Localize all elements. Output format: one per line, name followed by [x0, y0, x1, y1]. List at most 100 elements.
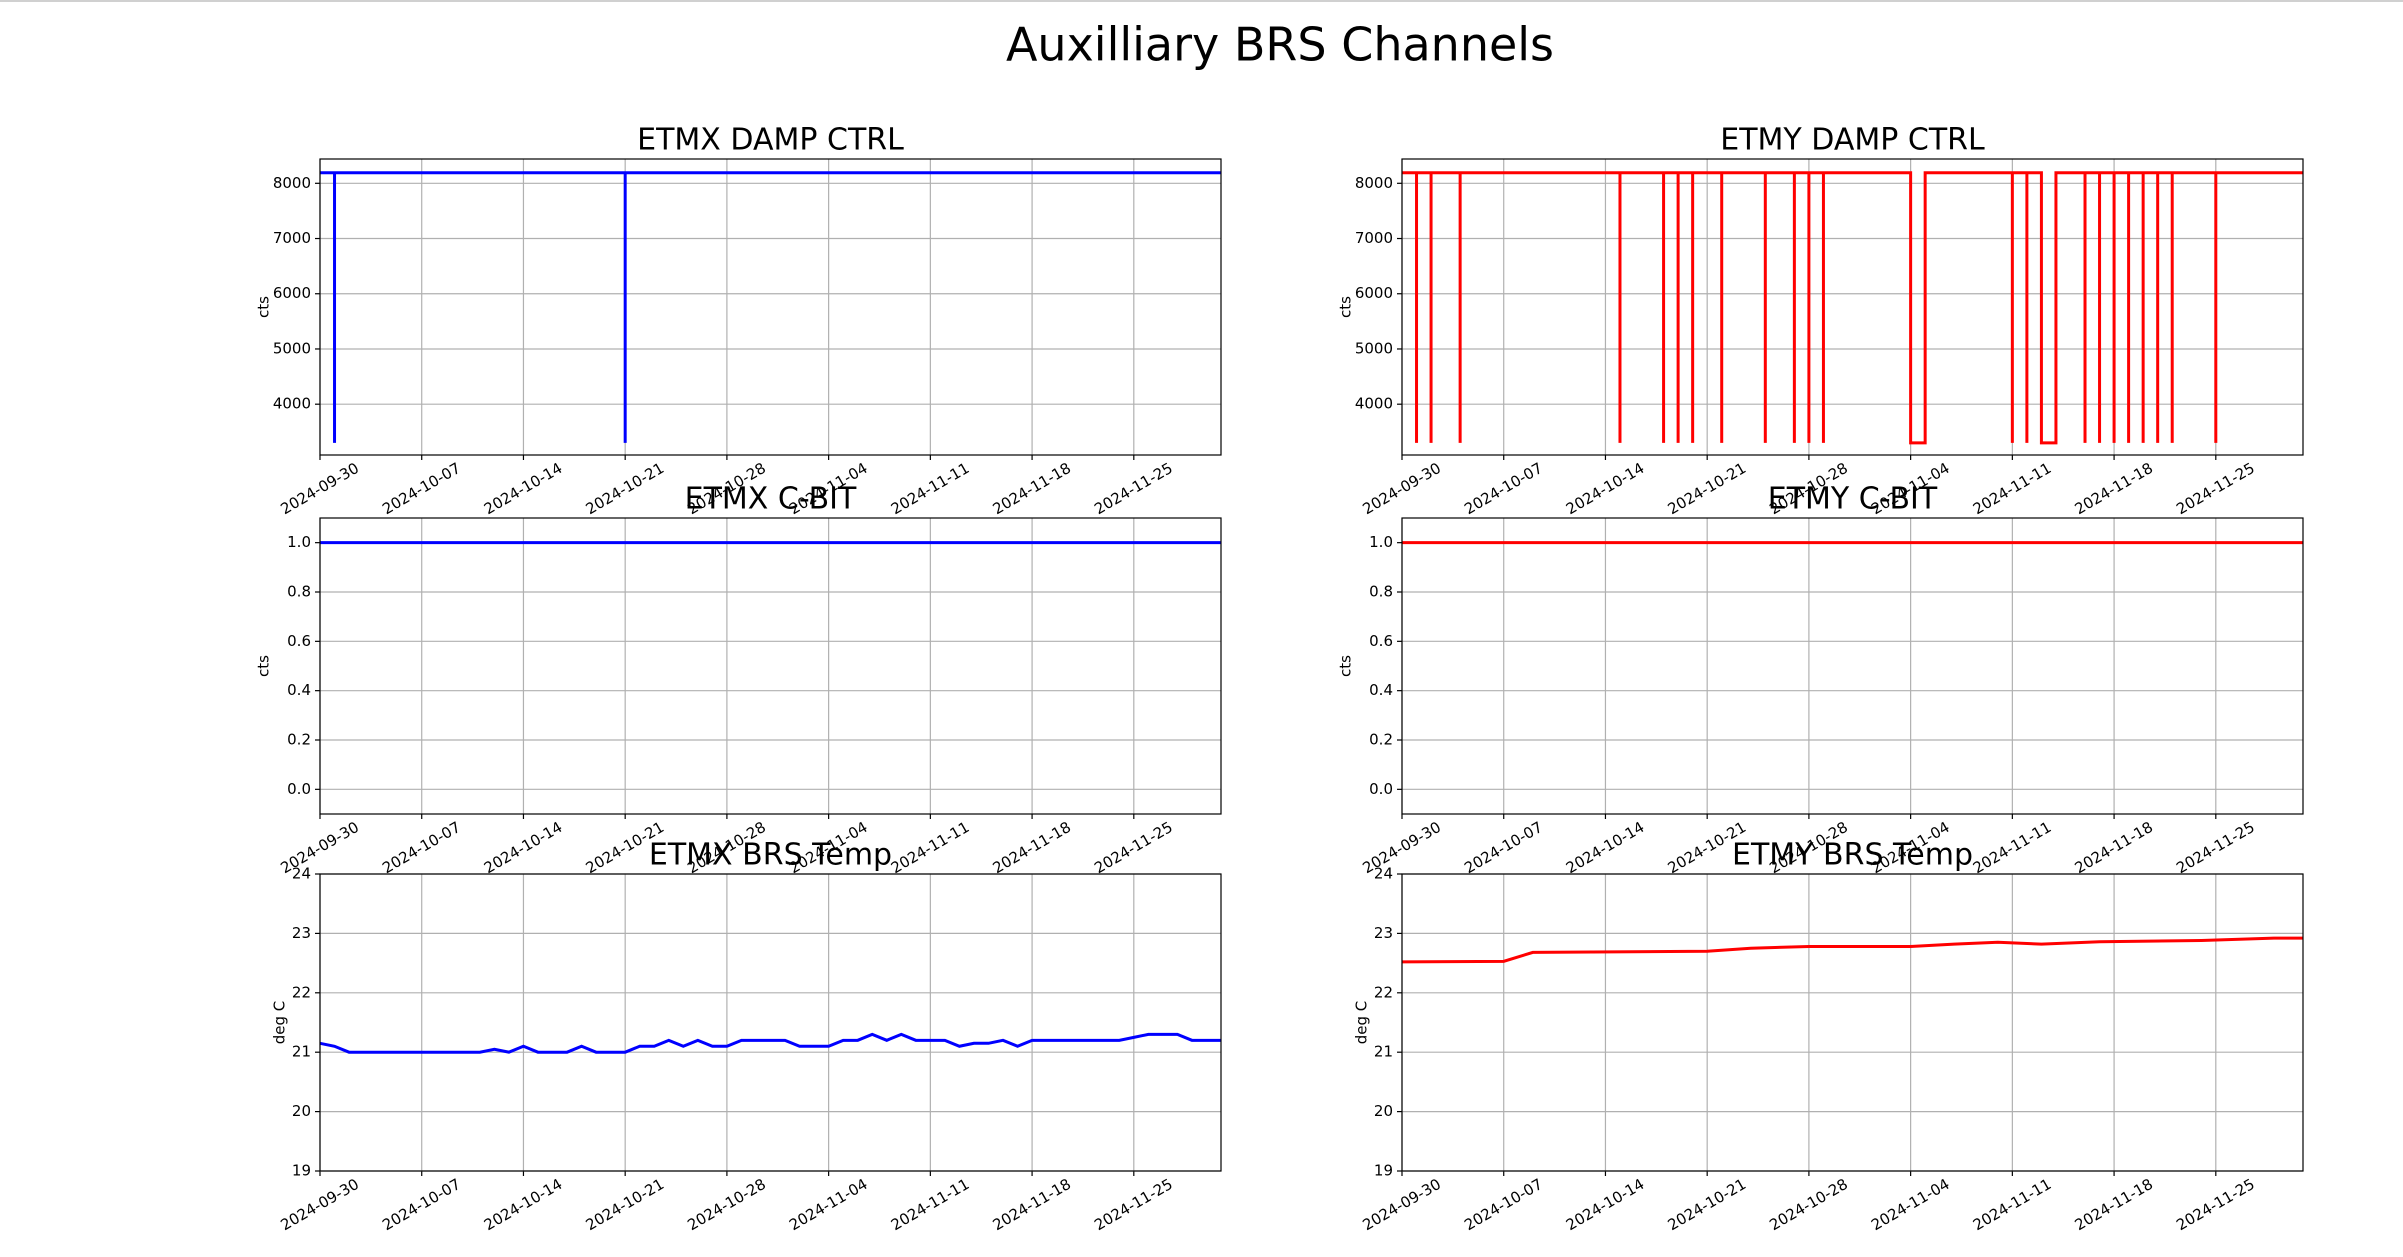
y-tick-label: 20	[292, 1102, 311, 1120]
data-line	[320, 171, 1221, 443]
axes-frame	[1401, 158, 2304, 456]
x-tick-label: 2024-11-11	[1970, 459, 2055, 518]
y-tick-label: 24	[1374, 865, 1393, 883]
subplot-title: ETMY DAMP CTRL	[1720, 123, 1985, 158]
x-tick-label: 2024-09-30	[277, 459, 362, 518]
y-axis-label: cts	[255, 655, 273, 677]
x-tick-label: 2024-11-18	[990, 818, 1075, 877]
x-tick-label: 2024-10-14	[481, 459, 566, 518]
x-tick-label: 2024-10-07	[1461, 459, 1546, 518]
y-tick-label: 19	[292, 1162, 311, 1180]
x-tick-label: 2024-11-11	[888, 1175, 973, 1234]
y-tick-label: 0.2	[287, 731, 311, 749]
x-tick-label: 2024-11-04	[1868, 1175, 1953, 1234]
x-tick-label: 2024-11-11	[1970, 818, 2055, 877]
y-tick-label: 23	[292, 924, 311, 942]
y-tick-label: 0.4	[1369, 681, 1393, 699]
axes-frame	[1401, 517, 2304, 815]
plot-area	[1402, 518, 2303, 814]
y-tick-label: 0.4	[287, 681, 311, 699]
y-tick-label: 8000	[1355, 174, 1393, 192]
y-axis-label: deg C	[271, 1001, 289, 1045]
y-tick-label: 5000	[1355, 339, 1393, 357]
y-tick-label: 0.6	[287, 632, 311, 650]
x-tick-label: 2024-09-30	[277, 818, 362, 877]
data-line	[1402, 171, 2303, 445]
y-tick-label: 21	[1374, 1043, 1393, 1061]
x-tick-label: 2024-10-14	[481, 1175, 566, 1234]
y-axis-label: cts	[255, 296, 273, 318]
x-tick-label: 2024-11-18	[2072, 459, 2157, 518]
x-tick-label: 2024-09-30	[1359, 459, 1444, 518]
x-tick-label: 2024-11-25	[2173, 459, 2258, 518]
subplot-title: ETMY C-BIT	[1768, 482, 1938, 517]
x-tick-label: 2024-10-21	[583, 1175, 668, 1234]
y-tick-label: 0.2	[1369, 731, 1393, 749]
y-tick-label: 21	[292, 1043, 311, 1061]
x-tick-label: 2024-10-21	[1665, 1175, 1750, 1234]
x-tick-label: 2024-11-25	[2173, 1175, 2258, 1234]
x-tick-label: 2024-11-18	[990, 1175, 1075, 1234]
y-tick-label: 7000	[1355, 229, 1393, 247]
plot-area	[320, 518, 1221, 814]
x-tick-label: 2024-10-14	[1563, 818, 1648, 877]
axes-frame	[319, 873, 1222, 1172]
x-tick-label: 2024-09-30	[277, 1175, 362, 1234]
y-axis-label: deg C	[1353, 1001, 1371, 1045]
x-tick-label: 2024-11-11	[888, 818, 973, 877]
x-tick-label: 2024-11-25	[2173, 818, 2258, 877]
subplot-title: ETMX BRS Temp	[649, 838, 892, 873]
x-tick-label: 2024-11-25	[1091, 459, 1176, 518]
x-tick-label: 2024-11-18	[990, 459, 1075, 518]
x-tick-label: 2024-09-30	[1359, 1175, 1444, 1234]
y-tick-label: 6000	[273, 284, 311, 302]
y-axis-label: cts	[1337, 296, 1355, 318]
y-tick-label: 19	[1374, 1162, 1393, 1180]
y-axis-label: cts	[1337, 655, 1355, 677]
y-tick-label: 23	[1374, 924, 1393, 942]
y-tick-label: 8000	[273, 174, 311, 192]
x-tick-label: 2024-10-21	[1665, 459, 1750, 518]
x-tick-label: 2024-11-04	[786, 1175, 871, 1234]
y-tick-label: 1.0	[287, 533, 311, 551]
x-tick-label: 2024-10-07	[1461, 1175, 1546, 1234]
x-tick-label: 2024-11-11	[888, 459, 973, 518]
x-tick-label: 2024-10-14	[1563, 459, 1648, 518]
y-tick-label: 20	[1374, 1102, 1393, 1120]
axes-frame	[319, 517, 1222, 815]
x-tick-label: 2024-10-14	[481, 818, 566, 877]
plot-area	[320, 874, 1221, 1171]
subplot-title: ETMX C-BIT	[685, 482, 857, 517]
x-tick-label: 2024-10-14	[1563, 1175, 1648, 1234]
x-tick-label: 2024-10-07	[379, 1175, 464, 1234]
plot-area	[1402, 874, 2303, 1171]
x-tick-label: 2024-10-28	[1766, 1175, 1851, 1234]
x-tick-label: 2024-10-07	[379, 459, 464, 518]
y-tick-label: 0.0	[287, 780, 311, 798]
x-tick-label: 2024-10-07	[379, 818, 464, 877]
y-tick-label: 6000	[1355, 284, 1393, 302]
y-tick-label: 0.6	[1369, 632, 1393, 650]
x-tick-label: 2024-10-28	[684, 1175, 769, 1234]
x-tick-label: 2024-11-25	[1091, 1175, 1176, 1234]
figure-title: Auxilliary BRS Channels	[1006, 18, 1554, 72]
x-tick-label: 2024-11-18	[2072, 1175, 2157, 1234]
y-tick-label: 22	[1374, 983, 1393, 1001]
y-tick-label: 24	[292, 865, 311, 883]
top-border	[0, 0, 2403, 2]
y-tick-label: 1.0	[1369, 533, 1393, 551]
data-line	[319, 1032, 1221, 1054]
y-tick-label: 4000	[1355, 395, 1393, 413]
axes-frame	[319, 158, 1222, 456]
x-tick-label: 2024-09-30	[1359, 818, 1444, 877]
x-tick-label: 2024-11-11	[1970, 1175, 2055, 1234]
y-tick-label: 4000	[273, 395, 311, 413]
y-tick-label: 22	[292, 983, 311, 1001]
x-tick-label: 2024-11-25	[1091, 818, 1176, 877]
x-tick-label: 2024-11-18	[2072, 818, 2157, 877]
y-tick-label: 0.8	[1369, 583, 1393, 601]
x-tick-label: 2024-10-07	[1461, 818, 1546, 877]
y-tick-label: 7000	[273, 229, 311, 247]
